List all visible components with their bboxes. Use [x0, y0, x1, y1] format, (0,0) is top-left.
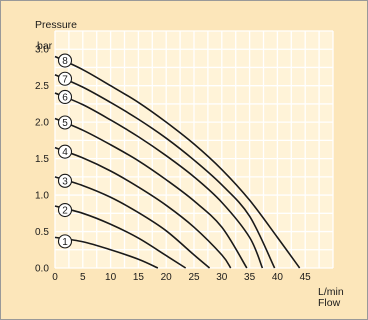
pressure-curve-4 [54, 146, 232, 269]
x-tick-label: 5 [80, 272, 86, 283]
curve-marker-3 [57, 173, 73, 188]
x-axis-title: Flow [318, 297, 341, 309]
y-tick-label: 2.0 [35, 118, 49, 129]
curve-marker-5 [57, 115, 73, 130]
curve-marker-label-3: 3 [62, 176, 68, 187]
curve-marker-1 [57, 234, 73, 249]
curve-marker-label-2: 2 [62, 206, 68, 217]
x-axis-unit: L/min [318, 286, 344, 298]
x-tick-label: 25 [188, 272, 200, 283]
pressure-curve-2 [54, 205, 187, 269]
pressure-curve-8 [54, 55, 301, 269]
curve-marker-4 [57, 144, 73, 159]
curve-marker-2 [57, 202, 73, 218]
curve-marker-6 [57, 89, 73, 105]
curve-marker-label-8: 8 [62, 56, 68, 67]
curve-marker-label-6: 6 [62, 92, 68, 103]
curve-marker-label-1: 1 [62, 237, 68, 248]
pressure-curve-5 [54, 117, 248, 269]
x-tick-label: 15 [133, 272, 145, 283]
y-tick-label: 3.0 [35, 45, 49, 56]
pressure-curve-1 [54, 236, 159, 269]
x-tick-label: 35 [244, 272, 256, 283]
y-tick-label: 1.0 [35, 191, 49, 202]
pressure-curve-6 [54, 92, 264, 269]
x-tick-label: 10 [105, 272, 117, 283]
x-tick-label: 40 [272, 272, 284, 283]
curve-marker-label-7: 7 [62, 74, 68, 85]
curve-marker-7 [57, 71, 73, 86]
y-axis-title: Pressure [35, 19, 77, 31]
curve-marker-label-4: 4 [62, 147, 68, 158]
pressure-curve-7 [54, 74, 276, 269]
y-tick-label: 0.0 [35, 264, 49, 275]
y-tick-label: 2.5 [35, 81, 49, 92]
x-tick-label: 30 [216, 272, 228, 283]
pressure-curve-3 [54, 176, 211, 269]
curve-marker-label-5: 5 [62, 118, 68, 129]
y-axis-unit: bar [37, 40, 53, 52]
y-tick-label: 1.5 [35, 154, 49, 165]
curve-marker-8 [57, 53, 73, 68]
x-tick-label: 45 [300, 272, 312, 283]
x-tick-label: 20 [161, 272, 173, 283]
y-tick-label: 0.5 [35, 227, 49, 238]
x-tick-label: 0 [52, 272, 58, 283]
